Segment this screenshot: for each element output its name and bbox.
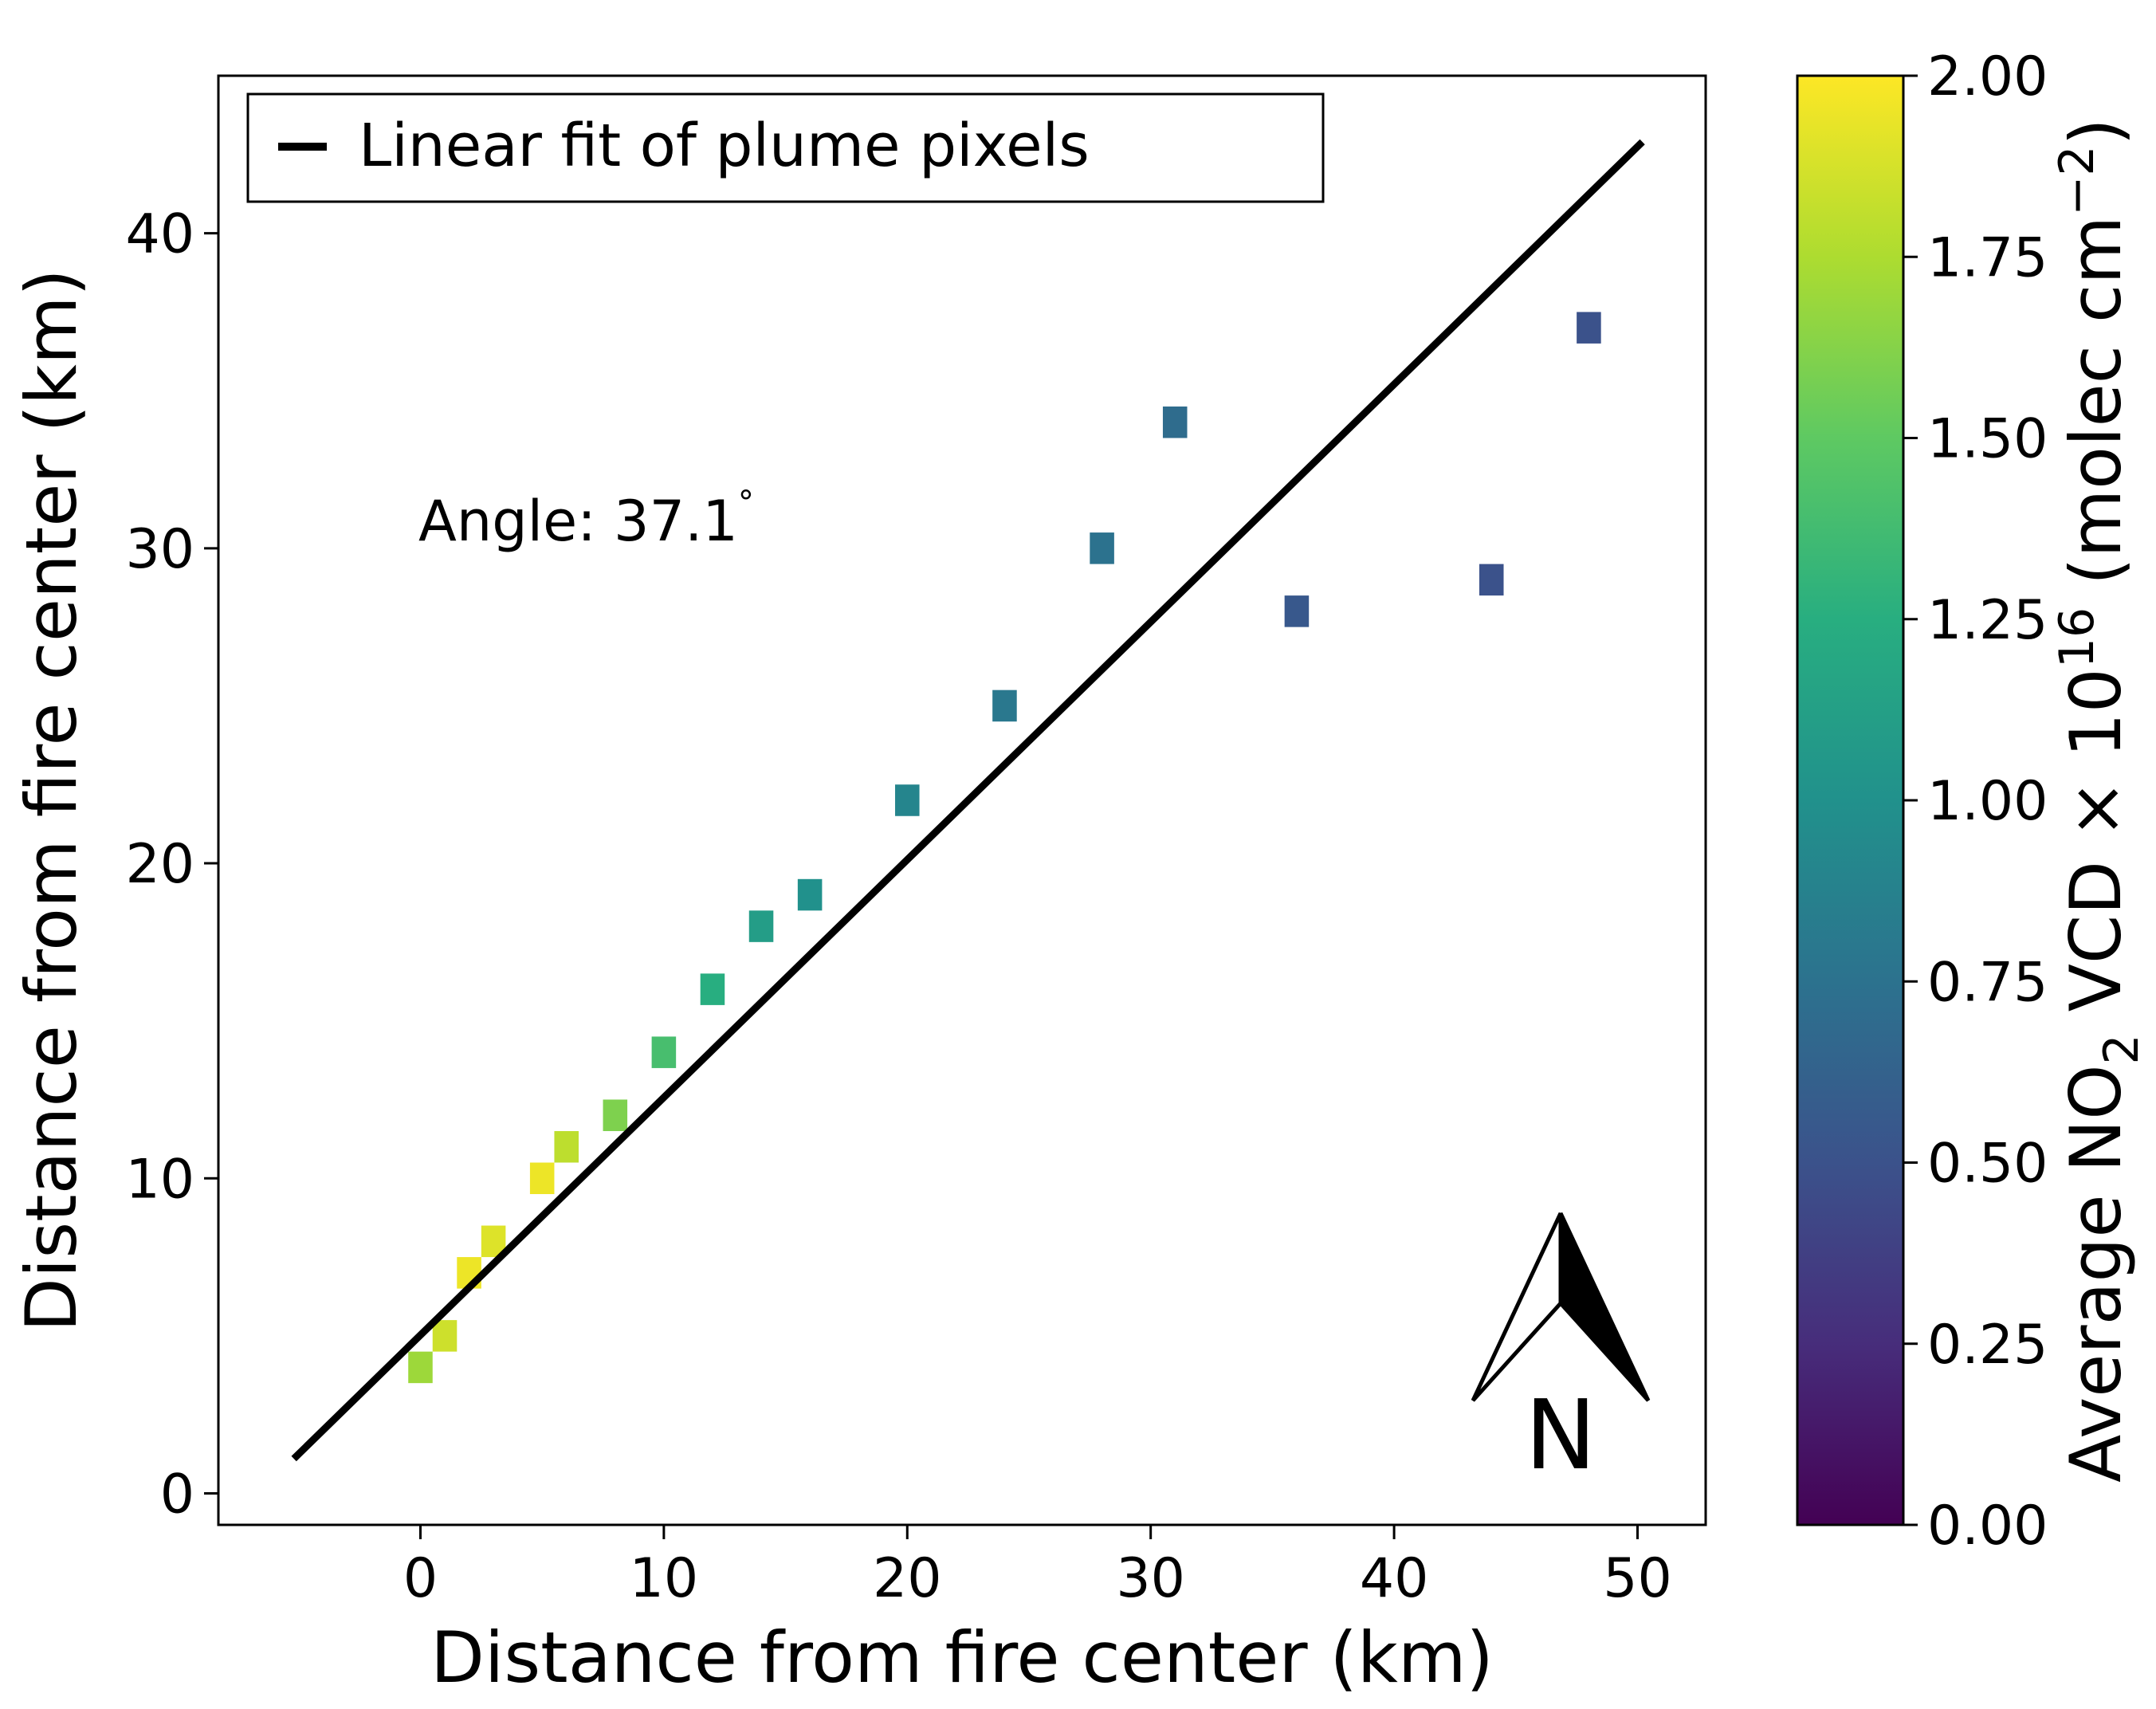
- plume-cell: [651, 1036, 677, 1068]
- fit-line-group: [291, 139, 1645, 1462]
- colorbar-label-mid: VCD × 10: [2055, 668, 2137, 1034]
- colorbar-ticks: 0.00 0.25 0.50 0.75 1.00 1.25 1.50 1.75 2.00: [1903, 45, 2048, 1558]
- plume-cell: [1577, 312, 1601, 344]
- plume-cell: [603, 1099, 628, 1131]
- x-axis-ticks: 0 10 20 30 40 50: [403, 1525, 1672, 1610]
- fit-line: [291, 139, 1645, 1462]
- colorbar-label-close: ): [2055, 118, 2137, 145]
- plot-frame: [217, 74, 1707, 1526]
- plume-cell: [1284, 595, 1310, 627]
- north-arrow-right-half: [1558, 1212, 1651, 1402]
- colorbar-tick-label: 1.00: [1927, 770, 2048, 833]
- y-axis-label: Distance from fire center (km): [10, 269, 92, 1332]
- plume-cell: [700, 973, 725, 1005]
- angle-degree-symbol: °: [738, 485, 754, 521]
- y-tick-label: 0: [160, 1463, 194, 1526]
- plume-cell: [797, 878, 823, 911]
- plume-cell: [1090, 532, 1114, 564]
- colorbar-tick-label: 0.75: [1927, 951, 2048, 1014]
- colorbar-label-sup1: 16: [2049, 607, 2105, 668]
- legend-label: Linear fit of plume pixels: [359, 112, 1090, 180]
- angle-annotation: Angle: 37.1°: [418, 485, 754, 554]
- colorbar-gradient: [1796, 74, 1905, 1526]
- north-arrow: N: [1471, 1212, 1651, 1491]
- legend: Linear fit of plume pixels: [246, 92, 1325, 203]
- x-tick-label: 20: [873, 1547, 942, 1610]
- y-axis-ticks: 0 10 20 30 40: [125, 203, 218, 1526]
- y-tick-label: 40: [125, 203, 194, 266]
- colorbar-tick-label: 0.25: [1927, 1314, 2048, 1377]
- north-label: N: [1525, 1381, 1596, 1491]
- legend-box: [246, 92, 1325, 203]
- plume-cell: [529, 1162, 555, 1195]
- y-tick-label: 10: [125, 1148, 194, 1211]
- plume-cell: [408, 1351, 433, 1384]
- colorbar-tick-label: 2.00: [1927, 45, 2048, 108]
- y-tick-label: 30: [125, 518, 194, 581]
- plume-cell: [1162, 406, 1188, 438]
- colorbar-label-prefix: Average NO: [2055, 1064, 2137, 1482]
- x-tick-label: 0: [403, 1547, 438, 1610]
- colorbar-tick-label: 0.50: [1927, 1133, 2048, 1196]
- colorbar-label-sup2: −2: [2049, 145, 2105, 215]
- colorbar: 0.00 0.25 0.50 0.75 1.00 1.25 1.50 1.75 2.00 Ave…: [1796, 45, 2150, 1558]
- x-tick-label: 40: [1360, 1547, 1429, 1610]
- plume-heatmap: [408, 312, 1601, 1384]
- colorbar-label: Average NO2 VCD × 1016 (molec cm−2): [2049, 118, 2150, 1483]
- colorbar-tick-label: 1.25: [1927, 589, 2048, 652]
- plume-cell: [1479, 564, 1504, 596]
- colorbar-tick-label: 0.00: [1927, 1495, 2048, 1558]
- y-tick-label: 20: [125, 833, 194, 896]
- plume-cell: [748, 910, 774, 942]
- angle-annotation-text: Angle: 37.1: [418, 489, 738, 554]
- plume-cell: [992, 689, 1017, 722]
- colorbar-tick-label: 1.50: [1927, 408, 2048, 471]
- colorbar-label-unit: (molec cm: [2055, 216, 2137, 607]
- x-tick-label: 10: [630, 1547, 699, 1610]
- plume-cell: [554, 1130, 579, 1163]
- plume-cell: [432, 1320, 458, 1352]
- colorbar-tick-label: 1.75: [1927, 226, 2048, 289]
- colorbar-label-sub: 2: [2094, 1034, 2150, 1064]
- x-tick-label: 50: [1603, 1547, 1672, 1610]
- x-tick-label: 30: [1116, 1547, 1185, 1610]
- north-arrow-left-half: [1471, 1212, 1563, 1402]
- plume-cell: [895, 784, 920, 816]
- x-axis-label: Distance from fire center (km): [430, 1617, 1494, 1699]
